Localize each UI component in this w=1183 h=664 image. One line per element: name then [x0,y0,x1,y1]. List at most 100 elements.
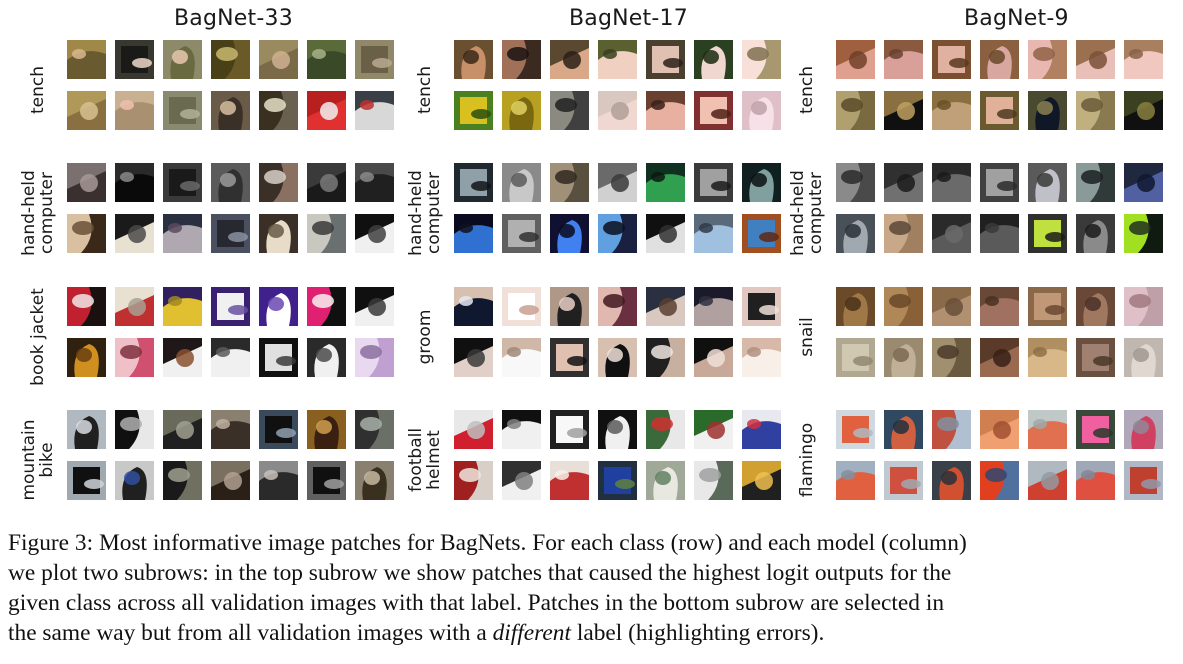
image-patch [646,410,685,449]
image-patch [307,214,346,253]
image-patch [932,163,971,202]
image-patch [454,287,493,326]
image-patch [598,91,637,130]
bottom-subrow [454,338,781,377]
image-patch [932,91,971,130]
image-patch [1028,163,1067,202]
caption-text: the same way but from all validation ima… [8,620,493,646]
image-patch [884,410,923,449]
image-patch [355,163,394,202]
panel-title: BagNet-17 [569,6,688,31]
image-patch [115,40,154,79]
image-patch [67,287,106,326]
image-patch [454,461,493,500]
caption-text: label (highlighting errors). [570,620,825,646]
class-label-line: hand-held [19,170,39,256]
image-patch [646,91,685,130]
image-patch [1124,163,1163,202]
panel-title: BagNet-9 [964,6,1069,31]
image-patch [550,91,589,130]
caption-text: given class across all validation images… [8,590,945,616]
image-patch [1076,163,1115,202]
class-label-line: computer [424,172,444,255]
image-patch [646,338,685,377]
image-patch [694,91,733,130]
image-patch [550,40,589,79]
image-patch [742,214,781,253]
image-patch [742,287,781,326]
class-row: snail [769,287,1163,387]
image-patch [454,163,493,202]
image-patch [694,461,733,500]
image-patch [502,461,541,500]
image-patch [980,338,1019,377]
image-patch [932,410,971,449]
class-row: hand-held computer [0,163,394,263]
image-patch [502,338,541,377]
class-label-line: tench [28,65,48,115]
image-patch [550,461,589,500]
image-patch [884,338,923,377]
class-row: groom [387,287,781,387]
image-patch [502,40,541,79]
image-patch [694,410,733,449]
class-label-line: football [406,427,426,493]
image-patch [932,461,971,500]
image-patch [67,214,106,253]
image-patch [646,40,685,79]
class-row: book jacket [0,287,394,387]
image-patch [259,163,298,202]
class-label-line: bike [37,442,57,478]
image-patch [259,40,298,79]
class-row: flamingo [769,410,1163,510]
image-patch [307,461,346,500]
class-label-line: tench [797,65,817,115]
image-patch [1124,214,1163,253]
image-patch [980,287,1019,326]
image-patch [1028,461,1067,500]
model-panel: BagNet-33 tench hand-held computer book jack… [0,0,394,510]
caption-line: given class across all validation images… [8,588,1176,618]
image-patch [742,163,781,202]
image-patch [980,410,1019,449]
class-label-line: helmet [424,430,444,490]
figure-caption: Figure 3: Most informative image patches… [8,528,1176,648]
image-patch [694,163,733,202]
image-patch [932,338,971,377]
image-patch [211,410,250,449]
image-patch [163,461,202,500]
image-patch [836,461,875,500]
class-label-line: flamingo [797,422,817,498]
image-patch [550,338,589,377]
image-patch [550,410,589,449]
image-patch [980,91,1019,130]
image-patch [211,287,250,326]
image-patch [932,214,971,253]
class-label-line: snail [797,317,817,357]
class-row: mountain bike [0,410,394,510]
top-subrow [454,40,781,79]
image-patch [454,214,493,253]
top-subrow [67,163,394,202]
image-patch [1076,410,1115,449]
image-patch [163,91,202,130]
image-patch [550,287,589,326]
top-subrow [454,287,781,326]
caption-line: we plot two subrows: in the top subrow w… [8,558,1176,588]
image-patch [259,214,298,253]
image-patch [307,163,346,202]
model-panel: BagNet-9 tench hand-held computer snail flami… [769,0,1163,510]
bottom-subrow [67,338,394,377]
image-patch [355,461,394,500]
image-patch [163,214,202,253]
image-patch [502,214,541,253]
image-patch [836,410,875,449]
image-patch [598,214,637,253]
image-patch [259,410,298,449]
model-panel: BagNet-17 tench hand-held computer groom foot… [387,0,781,510]
image-patch [307,287,346,326]
image-patch [502,163,541,202]
image-patch [1028,338,1067,377]
image-patch [598,40,637,79]
bottom-subrow [67,214,394,253]
